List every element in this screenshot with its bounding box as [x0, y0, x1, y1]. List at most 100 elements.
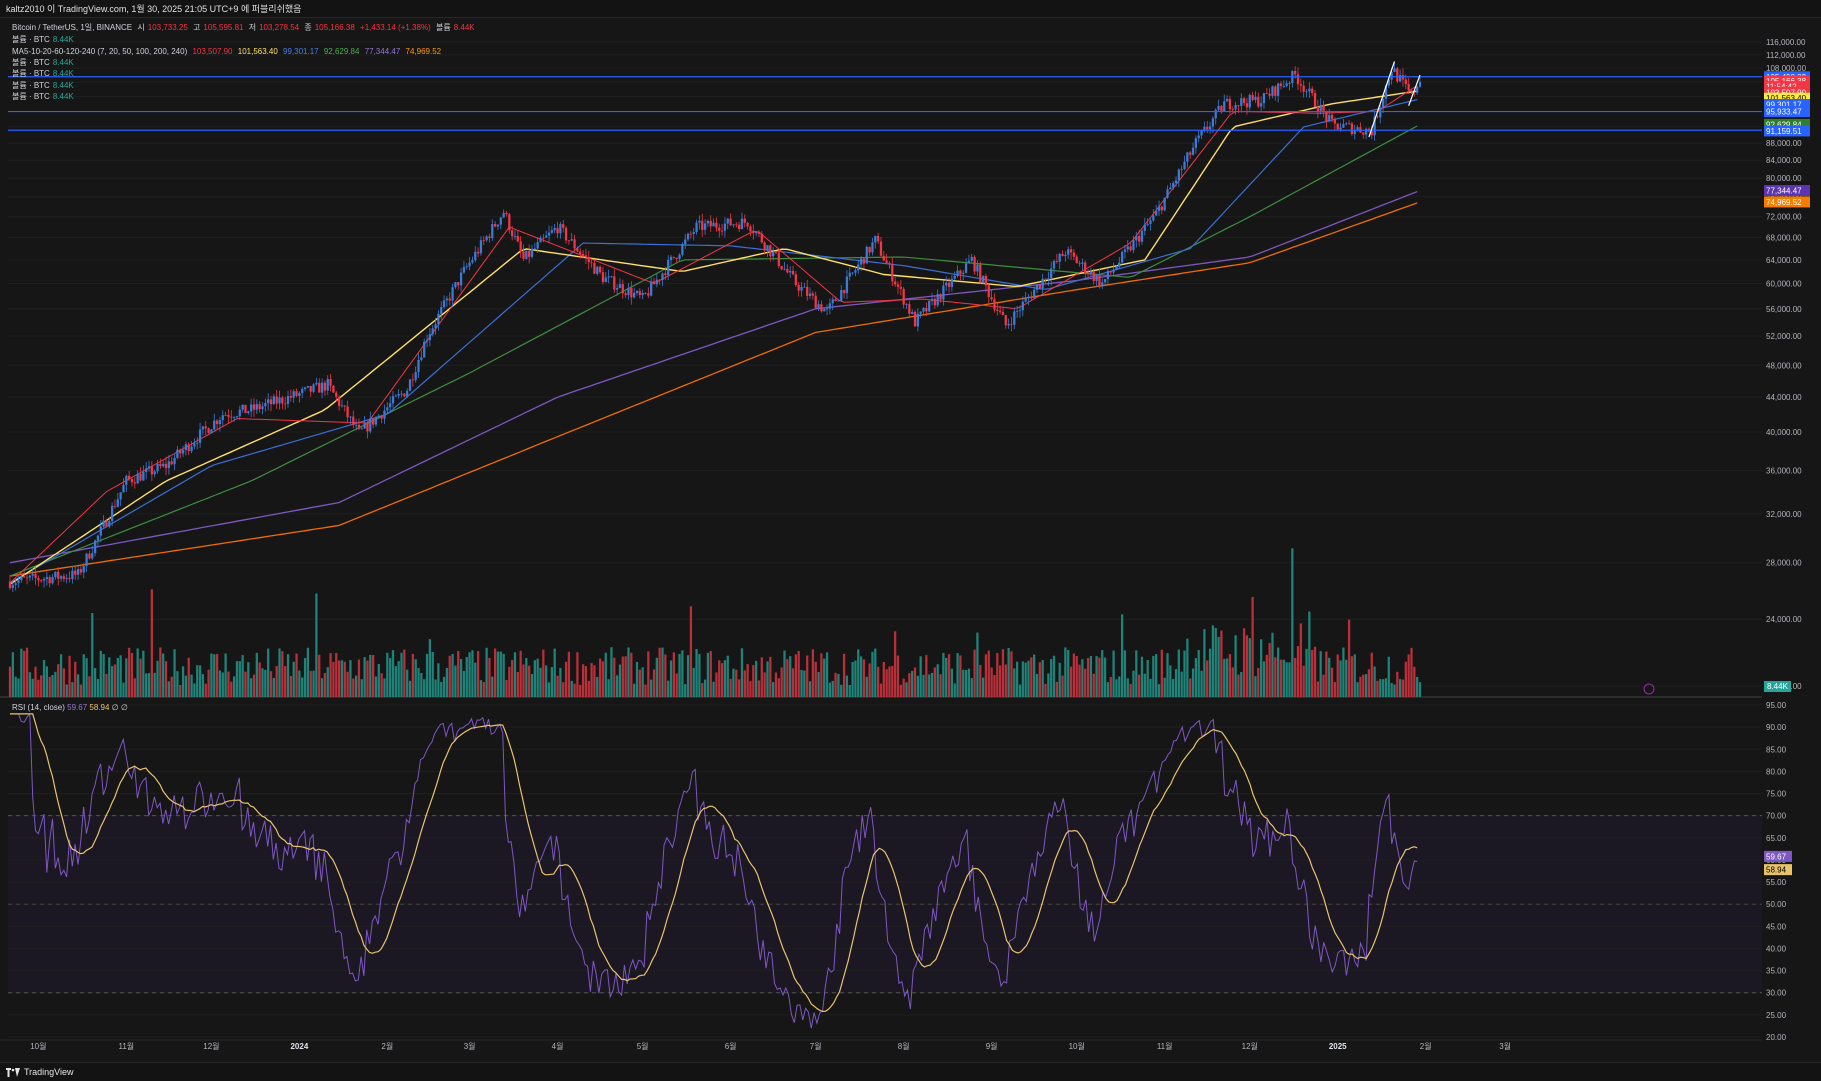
- candle-body: [386, 407, 389, 411]
- candle-body: [298, 392, 301, 396]
- volume-bar: [1308, 611, 1311, 697]
- volume-bar: [913, 667, 917, 697]
- volume-bar: [945, 657, 948, 697]
- volume-bar: [1262, 661, 1266, 697]
- candle-body: [528, 250, 531, 257]
- volume-bar: [224, 653, 227, 697]
- volume-bar: [1101, 650, 1104, 697]
- candle-body: [981, 275, 985, 283]
- volume-bar: [1407, 654, 1410, 697]
- price-badge: [1764, 125, 1810, 137]
- volume-bar: [1288, 662, 1291, 697]
- candle-body: [630, 287, 633, 298]
- price-tick-label: 60,000.00: [1766, 280, 1802, 289]
- volume-bar: [633, 683, 636, 697]
- candle-body: [1064, 254, 1067, 257]
- time-tick-label: 9월: [986, 1041, 998, 1051]
- candle-body: [1217, 105, 1220, 110]
- price-badge: [1764, 196, 1810, 208]
- volume-bar: [598, 658, 602, 697]
- volume-bar: [1268, 643, 1271, 697]
- volume-line-label: 볼륨 · BTC: [12, 81, 50, 90]
- volume-bar: [647, 651, 650, 697]
- candle-body: [65, 577, 68, 579]
- candle-body: [641, 292, 644, 296]
- volume-bar: [879, 683, 883, 697]
- candle-body: [1030, 296, 1033, 299]
- price-axis[interactable]: 116,000.00112,000.00108,000.00104,000.00…: [1762, 18, 1821, 1062]
- volume-bar: [403, 649, 406, 697]
- alert-icon[interactable]: [1643, 683, 1655, 695]
- candle-body: [618, 284, 622, 289]
- volume-bar: [414, 659, 417, 697]
- candle-body: [797, 284, 800, 291]
- volume-bar: [1325, 651, 1328, 697]
- volume-bar: [681, 650, 684, 697]
- volume-line-label: 볼륨 · BTC: [12, 35, 50, 44]
- candle-body: [1379, 107, 1382, 118]
- volume-bar: [854, 660, 857, 697]
- volume-bar: [476, 651, 480, 697]
- candle-body: [800, 286, 803, 291]
- candle-body: [372, 418, 375, 425]
- candle-body: [295, 391, 298, 396]
- candle-body: [1384, 85, 1388, 99]
- volume-bar: [1155, 654, 1158, 697]
- volume-bar: [88, 676, 91, 697]
- tradingview-logo[interactable]: TradingView: [6, 1063, 74, 1081]
- volume-badge: 8.44K: [1764, 681, 1791, 692]
- volume-bar: [1169, 665, 1172, 697]
- trend-line[interactable]: [1368, 61, 1396, 138]
- volume-bar: [533, 660, 536, 697]
- candle-body: [525, 250, 528, 259]
- candle-body: [42, 579, 46, 581]
- candle-body: [647, 293, 650, 296]
- candle-body: [806, 286, 809, 296]
- volume-bar: [173, 649, 176, 697]
- candle-body: [823, 309, 826, 312]
- volume-bar: [576, 652, 579, 697]
- candle-body: [933, 298, 937, 306]
- volume-bar: [1396, 671, 1399, 697]
- candle-body: [1052, 261, 1056, 269]
- volume-bar: [601, 661, 605, 697]
- candle-body: [499, 217, 502, 225]
- volume-bar: [703, 679, 707, 697]
- volume-bar: [462, 670, 466, 697]
- candle-body: [842, 289, 846, 294]
- trend-line[interactable]: [1408, 74, 1421, 106]
- volume-bar: [1313, 646, 1317, 697]
- candle-body: [794, 274, 797, 285]
- volume-bar: [1265, 654, 1268, 697]
- volume-bar: [1245, 635, 1249, 697]
- volume-bar: [814, 661, 817, 697]
- candle-body: [451, 287, 454, 301]
- candle-body: [936, 294, 939, 306]
- candle-body: [1140, 231, 1144, 242]
- candle-body: [1044, 278, 1047, 280]
- volume-bar: [451, 654, 454, 697]
- publish-info: kaltz2010 이 TradingView.com, 1월 30, 2025…: [6, 4, 302, 14]
- volume-bar: [596, 677, 599, 697]
- volume-bar: [159, 647, 162, 697]
- price-chart[interactable]: 116,000.00112,000.00108,000.00104,000.00…: [0, 18, 1821, 1062]
- candle-body: [1208, 126, 1212, 130]
- candle-body: [369, 418, 372, 432]
- candle-body: [241, 404, 244, 410]
- candle-body: [908, 304, 911, 314]
- price-badge: [1764, 184, 1810, 196]
- volume-bar: [25, 647, 29, 697]
- volume-bar: [1092, 673, 1095, 697]
- volume-bar: [14, 676, 17, 697]
- candle-body: [476, 251, 480, 254]
- volume-bar: [496, 651, 500, 697]
- time-tick-label: 3월: [1499, 1041, 1511, 1051]
- candle-body: [763, 242, 766, 250]
- candle-body: [1228, 98, 1232, 110]
- volume-bar: [264, 669, 267, 697]
- candle-body: [874, 235, 877, 243]
- rsi-tick-label: 30.00: [1766, 989, 1787, 998]
- volume-bar: [1194, 658, 1198, 697]
- candle-body: [947, 282, 951, 287]
- volume-bar: [20, 648, 23, 697]
